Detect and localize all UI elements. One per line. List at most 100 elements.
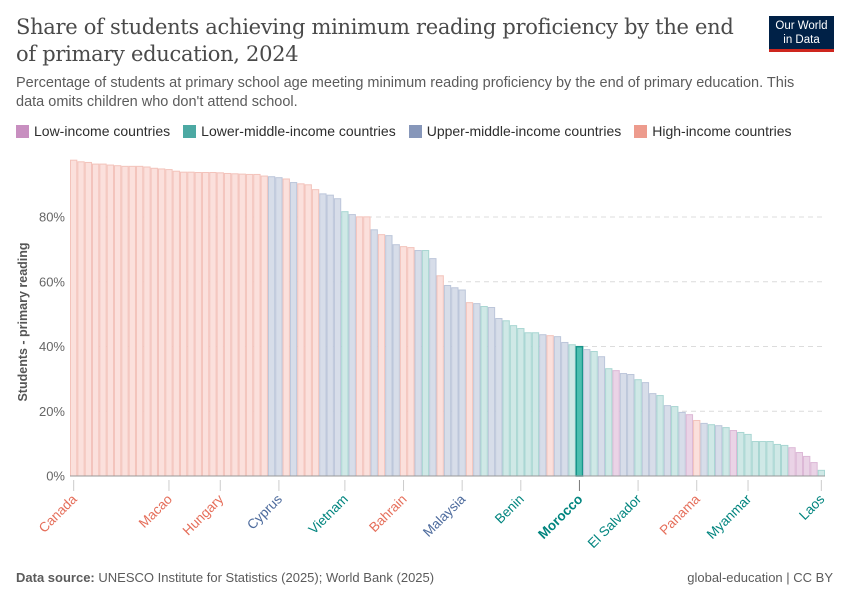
bar-canada[interactable]	[70, 159, 78, 477]
bar[interactable]	[150, 167, 158, 477]
bar[interactable]	[414, 250, 422, 477]
bar[interactable]	[810, 462, 818, 477]
bar[interactable]	[715, 425, 723, 477]
bar[interactable]	[172, 170, 180, 477]
bar[interactable]	[326, 194, 334, 477]
bar[interactable]	[597, 356, 606, 477]
bar[interactable]	[370, 229, 378, 477]
bar[interactable]	[619, 373, 628, 477]
bar[interactable]	[685, 414, 694, 477]
bar[interactable]	[245, 173, 254, 477]
bar[interactable]	[223, 172, 232, 477]
legend-item-low[interactable]: Low-income countries	[16, 123, 170, 139]
bar[interactable]	[473, 303, 481, 477]
bar[interactable]	[99, 163, 107, 477]
bar[interactable]	[260, 175, 268, 477]
bar[interactable]	[135, 165, 144, 477]
bar[interactable]	[605, 368, 613, 477]
bar[interactable]	[267, 176, 276, 477]
bar-laos[interactable]	[817, 469, 826, 477]
bar[interactable]	[795, 452, 804, 477]
bar[interactable]	[106, 164, 114, 477]
bar[interactable]	[509, 325, 518, 477]
bar[interactable]	[348, 214, 356, 477]
bar[interactable]	[121, 165, 129, 477]
bar[interactable]	[700, 422, 708, 477]
bar[interactable]	[641, 382, 650, 477]
bar[interactable]	[663, 405, 672, 477]
bar[interactable]	[612, 370, 620, 477]
bar[interactable]	[392, 244, 400, 477]
bar[interactable]	[803, 455, 811, 477]
bar[interactable]	[656, 395, 664, 477]
bar[interactable]	[568, 344, 576, 477]
bar[interactable]	[781, 444, 789, 477]
bar[interactable]	[759, 441, 767, 477]
bar[interactable]	[627, 374, 635, 477]
bar[interactable]	[465, 302, 474, 477]
bar[interactable]	[436, 275, 444, 477]
bar[interactable]	[157, 168, 166, 477]
bar[interactable]	[304, 184, 312, 477]
bar-malaysia[interactable]	[458, 289, 466, 477]
bar[interactable]	[678, 411, 686, 477]
legend-item-lower-middle[interactable]: Lower-middle-income countries	[183, 123, 396, 139]
bar-cyprus[interactable]	[275, 177, 283, 477]
owid-logo[interactable]: Our World in Data	[769, 16, 834, 52]
bar-el-salvador[interactable]	[634, 379, 642, 477]
bar[interactable]	[297, 183, 305, 477]
bar[interactable]	[561, 341, 569, 477]
bar-panama[interactable]	[693, 419, 701, 477]
bar[interactable]	[539, 334, 547, 477]
bar[interactable]	[289, 182, 298, 477]
bar[interactable]	[363, 216, 371, 477]
legend-item-upper-middle[interactable]: Upper-middle-income countries	[408, 123, 621, 139]
bar[interactable]	[707, 424, 716, 477]
bar[interactable]	[671, 406, 679, 477]
bar[interactable]	[77, 161, 85, 477]
bar-benin[interactable]	[517, 328, 525, 477]
bar[interactable]	[546, 335, 554, 477]
footer-license[interactable]: global-education | CC BY	[687, 570, 833, 585]
bar[interactable]	[201, 171, 210, 477]
bar[interactable]	[253, 173, 261, 477]
bar[interactable]	[143, 166, 151, 477]
bar[interactable]	[583, 349, 591, 477]
bar[interactable]	[553, 336, 562, 477]
bar[interactable]	[480, 306, 488, 477]
bar[interactable]	[766, 441, 774, 477]
bar[interactable]	[113, 165, 122, 477]
bar[interactable]	[502, 320, 510, 477]
bar-bahrain[interactable]	[399, 246, 408, 477]
bar[interactable]	[231, 173, 239, 477]
bar-myanmar[interactable]	[744, 433, 752, 477]
bar[interactable]	[421, 250, 430, 477]
bar[interactable]	[238, 173, 246, 477]
bar[interactable]	[729, 430, 738, 477]
bar[interactable]	[84, 161, 92, 477]
bar[interactable]	[524, 332, 532, 477]
bar[interactable]	[355, 216, 364, 477]
bar[interactable]	[377, 234, 386, 477]
bar[interactable]	[194, 171, 202, 477]
bar[interactable]	[495, 318, 503, 477]
bar-hungary[interactable]	[216, 172, 224, 477]
bar-vietnam[interactable]	[341, 211, 349, 477]
bar[interactable]	[319, 193, 327, 477]
bar[interactable]	[407, 247, 415, 477]
bar[interactable]	[751, 441, 760, 477]
bar[interactable]	[531, 332, 540, 477]
bar[interactable]	[737, 431, 745, 477]
bar[interactable]	[590, 351, 598, 477]
bar[interactable]	[311, 189, 320, 477]
bar[interactable]	[429, 258, 437, 477]
bar[interactable]	[451, 287, 459, 477]
bar-morocco[interactable]	[575, 345, 584, 477]
bar[interactable]	[91, 163, 100, 477]
bar-macao[interactable]	[165, 169, 173, 477]
bar[interactable]	[128, 165, 136, 477]
bar[interactable]	[187, 171, 195, 477]
bar[interactable]	[788, 447, 796, 477]
bar[interactable]	[179, 171, 188, 477]
bar[interactable]	[209, 171, 217, 477]
